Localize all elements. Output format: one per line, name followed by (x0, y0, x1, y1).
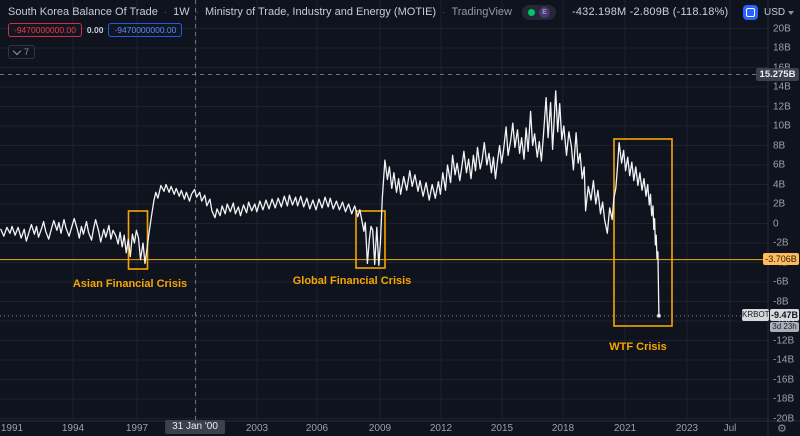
legend-title-row: South Korea Balance Of Trade · 1W · Mini… (8, 4, 728, 20)
x-axis-tick: 2009 (368, 423, 392, 434)
y-axis-tick: 4B (773, 179, 786, 190)
x-axis-tick: 2012 (429, 423, 453, 434)
market-status-dot-icon (527, 8, 535, 16)
separator-dot: · (195, 6, 200, 18)
y-axis-tick: 20B (773, 23, 791, 34)
economy-badge-icon: E (538, 6, 550, 18)
baseline-value: 0.00 (86, 25, 104, 35)
separator-dot: · (442, 6, 446, 18)
interval-label: 1W (173, 6, 190, 18)
x-axis-tick: 2015 (490, 423, 514, 434)
brand-label: TradingView (451, 6, 512, 18)
x-axis-tick: Jul (723, 423, 737, 434)
y-axis-tick: -14B (773, 354, 795, 366)
y-axis-tick: -12B (773, 335, 795, 346)
y-axis-tick: -2B (773, 237, 789, 249)
y-axis-tick: -20B (773, 413, 795, 424)
status-pill: E (521, 4, 556, 20)
last-price-label: -9.47B (770, 309, 799, 321)
x-axis-tick: 1991 (0, 423, 24, 434)
symbol-title: South Korea Balance Of Trade (8, 6, 158, 18)
annotation-label[interactable]: Global Financial Crisis (292, 275, 412, 287)
y-axis-tick: -8B (773, 296, 789, 307)
y-axis-tick: 2B (773, 198, 786, 210)
objects-collapse-button[interactable]: 7 (8, 45, 36, 59)
provider-tag: KRBOT (742, 309, 770, 321)
upper-band-value: -9470000000.00 (108, 23, 183, 37)
y-axis-tick: 16B (773, 62, 791, 73)
y-axis-tick: -16B (773, 374, 795, 385)
x-axis-tick: 1997 (125, 423, 149, 434)
separator-dot: · (163, 6, 168, 18)
y-axis-tick: 18B (773, 42, 791, 54)
x-axis-tick: 2003 (245, 423, 269, 434)
last-point-marker (657, 314, 661, 318)
chevron-down-icon (12, 46, 22, 56)
x-axis-tick: 2021 (613, 423, 637, 434)
y-axis-tick: -6B (773, 276, 789, 288)
y-axis-tick: 0 (773, 218, 779, 229)
y-axis-tick: 10B (773, 120, 791, 132)
x-axis-tick: 2018 (551, 423, 575, 434)
y-axis-tick: -18B (773, 393, 795, 405)
objects-count: 7 (24, 47, 30, 57)
crosshair-date-label: 31 Jan '00 (165, 420, 225, 434)
y-axis-tick: -10B (773, 315, 795, 327)
symbol-legend[interactable]: South Korea Balance Of Trade · 1W · Mini… (8, 4, 728, 59)
axis-settings-gear-icon[interactable]: ⚙ (777, 423, 787, 435)
annotation-box[interactable] (355, 210, 386, 269)
annotation-label[interactable]: WTF Crisis (609, 341, 667, 353)
crosshair-price-label: 15.275B (756, 68, 799, 81)
y-axis-tick: 8B (773, 140, 786, 151)
currency-selector[interactable]: USD (764, 7, 795, 18)
caret-down-icon (788, 10, 795, 15)
change-values: -432.198M -2.809B (-118.18%) (571, 6, 729, 18)
alert-price-label: -3.706B (763, 253, 799, 265)
balance-of-trade-line (0, 90, 660, 317)
bar-countdown-label: 3d 23h (770, 322, 799, 332)
objects-tree-row: 7 (8, 41, 728, 59)
y-axis-tick: 14B (773, 81, 791, 93)
y-axis-tick: 12B (773, 101, 791, 112)
annotation-box[interactable] (613, 138, 673, 327)
plot-values-row: -9470000000.00 0.00 -9470000000.00 (8, 23, 728, 37)
x-axis-tick: 2006 (305, 423, 329, 434)
maximize-icon (746, 8, 755, 17)
lower-band-value: -9470000000.00 (8, 23, 82, 37)
annotation-label[interactable]: Asian Financial Crisis (72, 278, 188, 290)
currency-label: USD (764, 7, 786, 18)
x-axis-tick: 1994 (61, 423, 85, 434)
x-axis-tick: 2023 (675, 423, 699, 434)
data-source-label: Ministry of Trade, Industry and Energy (… (205, 6, 437, 18)
y-axis-tick: 6B (773, 159, 786, 171)
maximize-pane-button[interactable] (743, 5, 758, 20)
